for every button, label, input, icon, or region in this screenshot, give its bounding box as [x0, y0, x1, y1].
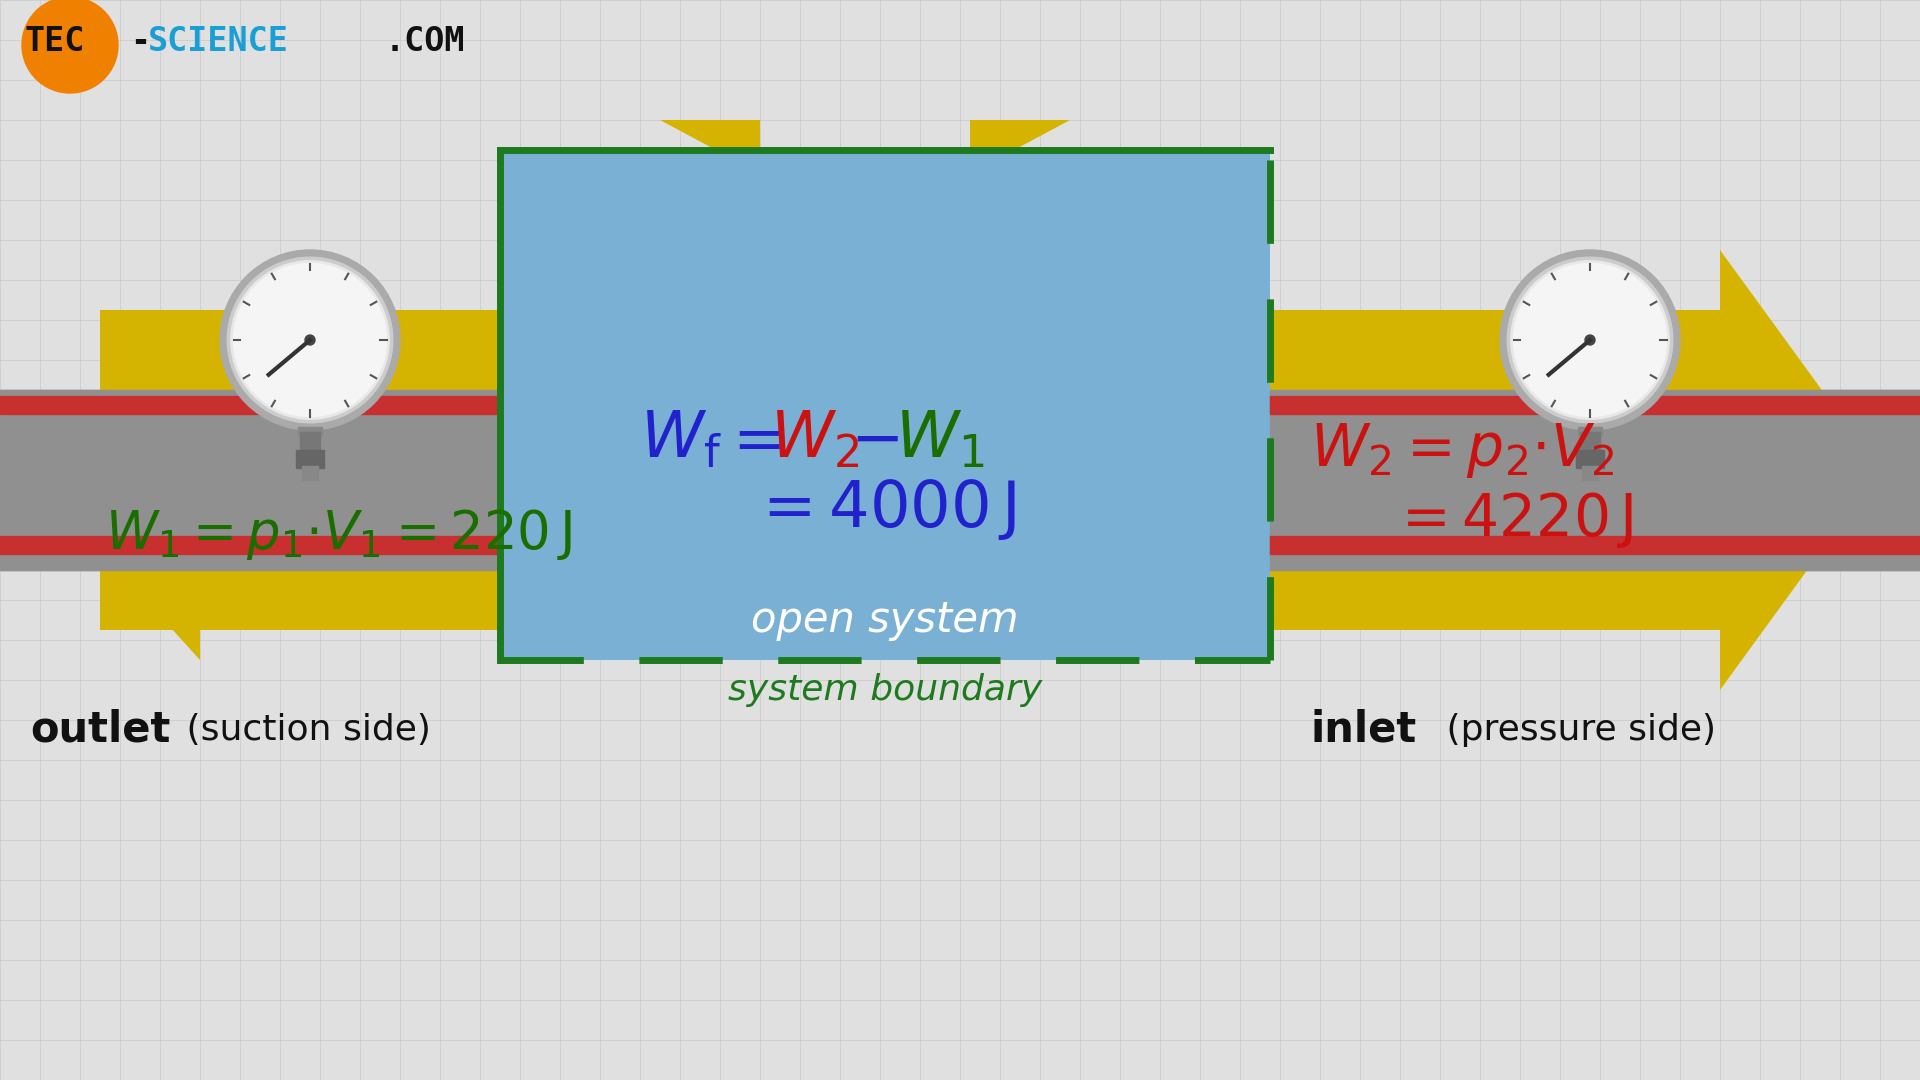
- Bar: [0, 390, 499, 570]
- Circle shape: [1500, 249, 1680, 430]
- Bar: [1582, 465, 1597, 480]
- Bar: [1578, 427, 1601, 435]
- Bar: [301, 465, 319, 480]
- Bar: [1269, 396, 1920, 414]
- Text: $=$: $=$: [720, 409, 781, 471]
- Bar: [1269, 536, 1920, 554]
- Circle shape: [1513, 264, 1667, 417]
- Text: outlet: outlet: [31, 708, 171, 751]
- Text: $= 4220\,\mathrm{J}$: $= 4220\,\mathrm{J}$: [1390, 490, 1634, 550]
- Bar: [0, 396, 499, 414]
- Bar: [0, 536, 499, 554]
- Bar: [499, 150, 1269, 660]
- Text: $= 220\,\mathrm{J}$: $= 220\,\mathrm{J}$: [386, 508, 572, 563]
- Bar: [1269, 536, 1920, 554]
- Bar: [300, 432, 321, 453]
- Circle shape: [305, 335, 315, 345]
- Text: $\mathit{W}_\mathrm{f}$: $\mathit{W}_\mathrm{f}$: [639, 409, 722, 471]
- Bar: [0, 536, 499, 554]
- Circle shape: [1586, 335, 1596, 345]
- Text: $= 4000\,\mathrm{J}$: $= 4000\,\mathrm{J}$: [751, 477, 1016, 542]
- Bar: [296, 450, 324, 468]
- Bar: [0, 396, 499, 414]
- Text: $\mathit{W}_2 = \mathit{p}_2{\cdot}\mathit{V}_2$: $\mathit{W}_2 = \mathit{p}_2{\cdot}\math…: [1309, 420, 1615, 480]
- Polygon shape: [100, 120, 1880, 690]
- Bar: [1269, 390, 1920, 570]
- Text: -: -: [131, 25, 150, 58]
- Text: system boundary: system boundary: [728, 673, 1043, 707]
- Bar: [1269, 396, 1920, 414]
- Text: (pressure side): (pressure side): [1434, 713, 1716, 747]
- Bar: [1580, 432, 1599, 453]
- Text: $-$: $-$: [851, 409, 899, 471]
- Text: .COM: .COM: [386, 25, 465, 58]
- Bar: [0, 390, 499, 570]
- Polygon shape: [56, 340, 499, 660]
- Bar: [298, 427, 323, 435]
- Text: inlet: inlet: [1309, 708, 1417, 751]
- Text: SCIENCE: SCIENCE: [148, 25, 288, 58]
- Text: open system: open system: [751, 599, 1020, 642]
- Circle shape: [21, 0, 117, 93]
- Bar: [1269, 390, 1920, 570]
- Circle shape: [227, 257, 394, 422]
- Circle shape: [1511, 260, 1668, 419]
- Circle shape: [1507, 257, 1672, 422]
- Text: $\mathit{W}_2$: $\mathit{W}_2$: [770, 409, 858, 471]
- Text: (suction side): (suction side): [175, 713, 430, 747]
- Circle shape: [230, 260, 390, 419]
- Circle shape: [234, 264, 386, 417]
- Text: $\mathit{W}_1$: $\mathit{W}_1$: [895, 409, 985, 471]
- Text: $\mathit{W}_1 = \mathit{p}_1{\cdot}\mathit{V}_1$: $\mathit{W}_1 = \mathit{p}_1{\cdot}\math…: [106, 508, 380, 562]
- Circle shape: [221, 249, 399, 430]
- Bar: [1576, 450, 1603, 468]
- Text: TEC: TEC: [25, 25, 84, 58]
